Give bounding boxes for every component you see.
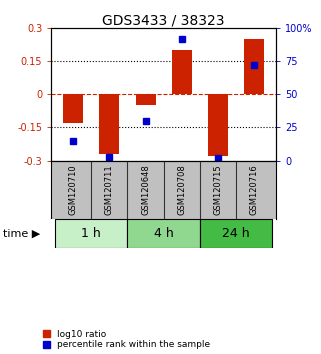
Bar [135,95,156,105]
Title: GDS3433 / 38323: GDS3433 / 38323 [102,13,225,27]
Text: GSM120708: GSM120708 [177,164,186,215]
Text: GSM120715: GSM120715 [213,164,222,215]
Text: GSM120648: GSM120648 [141,164,150,215]
Legend: log10 ratio, percentile rank within the sample: log10 ratio, percentile rank within the … [43,330,211,349]
Text: 24 h: 24 h [222,227,250,240]
Bar [172,50,192,95]
Bar [100,95,119,154]
Text: 1 h: 1 h [81,227,101,240]
Text: GSM120716: GSM120716 [250,164,259,215]
Bar [63,95,83,123]
Text: time ▶: time ▶ [3,228,40,238]
Bar [200,219,273,248]
Text: GSM120711: GSM120711 [105,164,114,215]
Text: 4 h: 4 h [154,227,174,240]
Bar [208,95,228,156]
Bar [127,219,200,248]
Bar [55,219,127,248]
Bar [244,39,264,95]
Text: GSM120710: GSM120710 [69,164,78,215]
